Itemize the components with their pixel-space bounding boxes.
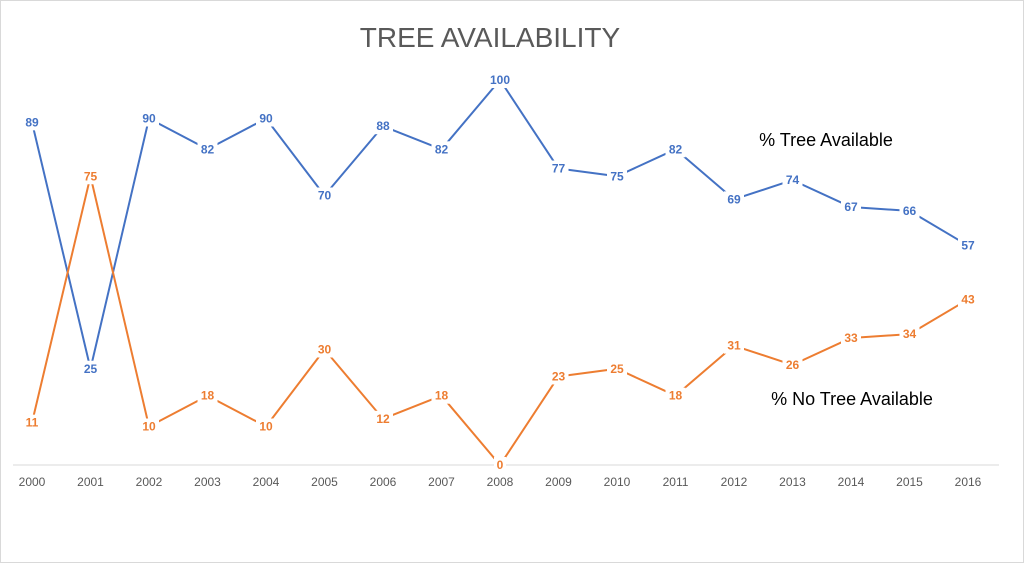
x-tick-label: 2012: [721, 475, 748, 489]
data-label-series-1: 11: [26, 416, 39, 430]
data-label-background: [256, 418, 276, 435]
data-label-series-1: 26: [786, 358, 800, 372]
x-tick-label: 2014: [838, 475, 865, 489]
data-label-background: [724, 337, 744, 354]
x-tick-label: 2009: [545, 475, 572, 489]
data-label-background: [841, 199, 861, 216]
data-label-series-1: 33: [844, 331, 858, 345]
x-tick-label: 2002: [136, 475, 163, 489]
data-label-background: [197, 387, 218, 404]
data-label-series-1: 34: [903, 327, 917, 341]
data-label-background: [314, 187, 335, 204]
series-line-0: [31, 79, 969, 370]
x-axis-ticks: 2000 2001 2002 2003 2004 2005 2006 2007 2008 2009…: [19, 475, 982, 489]
data-label-background: [431, 387, 452, 404]
data-label-series-0: 69: [727, 192, 741, 206]
data-label-background: [139, 110, 159, 127]
series-label-tree-available: % Tree Available: [759, 130, 893, 150]
data-label-background: [607, 168, 627, 185]
data-label-background: [314, 341, 335, 358]
chart-title: TREE AVAILABILITY: [360, 22, 621, 53]
data-label-background: [486, 72, 514, 88]
data-label-background: [548, 368, 569, 385]
data-label-series-1: 23: [552, 369, 566, 383]
data-label-background: [373, 410, 393, 427]
x-tick-label: 2010: [604, 475, 631, 489]
data-label-background: [256, 110, 276, 127]
data-label-series-0: 82: [201, 142, 215, 156]
data-label-series-0: 74: [786, 173, 800, 187]
data-label-series-1: 25: [610, 362, 624, 376]
data-label-series-1: 30: [318, 343, 332, 357]
data-label-series-1: 18: [201, 389, 215, 403]
data-label-background: [782, 356, 803, 373]
data-label-series-0: 25: [84, 362, 98, 376]
x-tick-label: 2004: [253, 475, 280, 489]
x-tick-label: 2005: [311, 475, 338, 489]
data-label-background: [899, 326, 920, 343]
x-tick-label: 2013: [779, 475, 806, 489]
data-label-background: [899, 202, 920, 219]
data-label-series-0: 88: [376, 119, 390, 133]
data-label-background: [665, 387, 686, 404]
x-tick-label: 2000: [19, 475, 46, 489]
data-label-series-1: 43: [961, 292, 975, 306]
data-label-series-0: 100: [490, 73, 510, 87]
x-tick-label: 2001: [77, 475, 104, 489]
series-label-no-tree-available: % No Tree Available: [771, 389, 933, 409]
data-label-background: [724, 191, 744, 208]
data-label-series-1: 18: [435, 389, 449, 403]
data-label-series-0: 66: [903, 204, 917, 218]
data-label-background: [80, 168, 101, 185]
x-tick-label: 2007: [428, 475, 455, 489]
x-tick-label: 2011: [663, 475, 689, 489]
data-label-background: [958, 237, 978, 254]
data-label-background: [958, 291, 978, 308]
data-label-background: [665, 141, 686, 158]
data-label-background: [548, 160, 569, 177]
x-tick-label: 2006: [370, 475, 397, 489]
data-label-background: [139, 418, 159, 435]
data-label-series-1: 10: [142, 420, 156, 434]
data-label-background: [80, 360, 101, 377]
data-label-series-0: 77: [552, 162, 566, 176]
data-label-series-1: 12: [376, 412, 390, 426]
data-label-series-0: 70: [318, 189, 332, 203]
data-label-background: [607, 360, 627, 377]
data-label-background: [373, 118, 393, 135]
data-label-background: [782, 172, 803, 189]
data-label-series-0: 75: [610, 169, 624, 183]
data-label-series-0: 90: [142, 112, 156, 126]
data-label-series-0: 90: [259, 112, 273, 126]
data-label-series-1: 18: [669, 389, 683, 403]
data-label-series-0: 89: [25, 115, 39, 129]
data-label-series-1: 31: [727, 339, 741, 353]
data-label-background: [431, 141, 452, 158]
data-label-series-0: 57: [961, 239, 975, 253]
data-label-background: [22, 414, 42, 431]
series-line-1: [31, 175, 969, 466]
data-label-background: [494, 457, 506, 473]
x-tick-label: 2016: [955, 475, 982, 489]
x-tick-label: 2008: [487, 475, 514, 489]
data-label-series-0: 67: [844, 200, 858, 214]
data-label-series-1: 0: [497, 458, 504, 472]
data-label-series-0: 82: [435, 142, 449, 156]
data-label-background: [841, 329, 861, 346]
data-label-series-1: 75: [84, 169, 98, 183]
x-tick-label: 2003: [194, 475, 221, 489]
data-label-background: [197, 141, 218, 158]
data-label-series-0: 82: [669, 142, 683, 156]
x-tick-label: 2015: [896, 475, 923, 489]
data-label-background: [22, 114, 42, 131]
data-label-series-1: 10: [259, 420, 273, 434]
